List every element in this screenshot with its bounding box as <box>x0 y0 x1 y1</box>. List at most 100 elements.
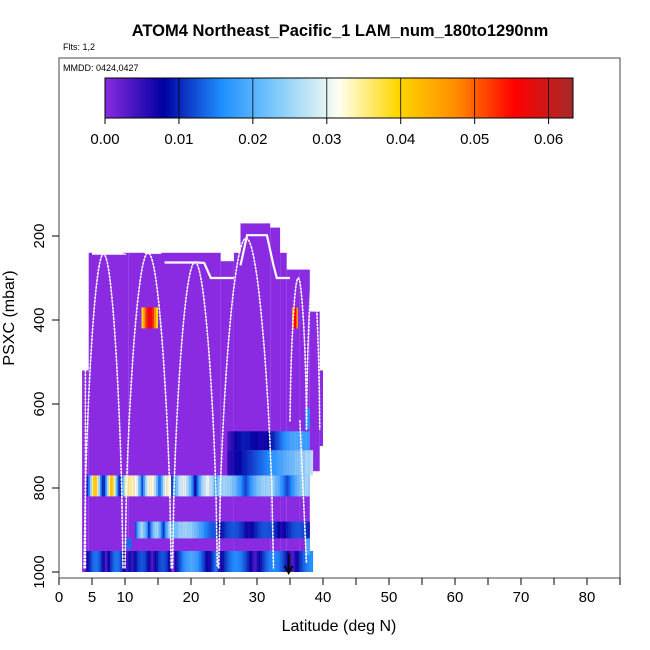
heatmap-band-cell <box>270 431 272 451</box>
x-tick-label: 40 <box>315 589 332 606</box>
heatmap-band-cell <box>293 307 295 329</box>
heatmap-band-cell <box>240 521 243 539</box>
heatmap-band-cell <box>286 551 289 572</box>
heatmap-band-cell <box>158 521 160 539</box>
heatmap-band-cell <box>110 551 112 572</box>
heatmap-band-cell <box>280 551 282 572</box>
heatmap-band-cell <box>134 551 137 572</box>
heatmap-band-cell <box>260 450 262 476</box>
heatmap-band-cell <box>257 475 259 497</box>
heatmap-band-cell <box>276 450 279 476</box>
heatmap-band-cell <box>301 551 304 572</box>
heatmap-band-cell <box>108 475 111 497</box>
heatmap-band-cell <box>189 475 191 497</box>
heatmap-band-cell <box>222 475 224 497</box>
y-tick-label: 200 <box>31 223 48 248</box>
heatmap-band-cell <box>217 521 220 539</box>
heatmap-band-cell <box>288 475 290 497</box>
heatmap-band-cell <box>307 538 310 556</box>
heatmap-band-cell <box>120 551 122 572</box>
heatmap-band-cell <box>273 475 276 497</box>
heatmap-band-cell <box>275 475 277 497</box>
heatmap-band-cell <box>224 475 226 497</box>
heatmap-band-cell <box>228 475 231 497</box>
heatmap-band-cell <box>243 431 246 451</box>
heatmap-band-cell <box>294 475 297 497</box>
heatmap-band-cell <box>288 450 290 476</box>
heatmap-band-cell <box>232 431 234 451</box>
heatmap-band-cell <box>233 551 236 572</box>
heatmap-band-cell <box>197 475 200 497</box>
heatmap-band-cell <box>243 475 246 497</box>
heatmap-band-cell <box>100 551 102 572</box>
heatmap-band-cell <box>275 450 277 476</box>
heatmap-band-cell <box>125 551 127 572</box>
heatmap-band-cell <box>248 551 251 572</box>
heatmap-band-cell <box>108 551 111 572</box>
heatmap-band-cell <box>162 475 165 497</box>
heatmap-band-cell <box>273 450 276 476</box>
heatmap-band-cell <box>306 450 309 476</box>
heatmap-band-cell <box>191 521 193 539</box>
heatmap-band-cell <box>176 551 178 572</box>
heatmap-band-cell <box>270 521 272 539</box>
heatmap-band-cell <box>202 475 205 497</box>
heatmap-band-cell <box>288 431 290 451</box>
heatmap-band-cell <box>121 551 124 572</box>
heatmap-band-cell <box>116 551 119 572</box>
heatmap-band-cell <box>210 475 213 497</box>
heatmap-band-cell <box>233 450 236 476</box>
heatmap-band-cell <box>167 475 170 497</box>
heatmap-band-cell <box>155 307 158 329</box>
heatmap-band-cell <box>266 431 269 451</box>
heatmap-band-cell <box>169 475 172 497</box>
heatmap-band-cell <box>139 521 142 539</box>
heatmap-background-column <box>280 252 287 573</box>
heatmap-band-cell <box>118 475 121 497</box>
heatmap-band-cell <box>225 551 228 572</box>
heatmap-band-cell <box>200 475 203 497</box>
heatmap-band-cell <box>191 475 193 497</box>
heatmap-band-cell <box>293 475 295 497</box>
heatmap-background-column <box>240 223 271 572</box>
heatmap-band-cell <box>116 475 119 497</box>
heatmap-band-cell <box>194 521 196 539</box>
heatmap-band-cell <box>220 551 223 572</box>
heatmap-band-cell <box>298 450 300 476</box>
heatmap-band-cell <box>207 475 210 497</box>
heatmap-band-cell <box>105 551 107 572</box>
heatmap-band-cell <box>154 475 157 497</box>
heatmap-band-cell <box>290 450 292 476</box>
heatmap-band-cell <box>151 551 154 572</box>
heatmap-band-cell <box>126 551 129 572</box>
heatmap-band-cell <box>258 450 261 476</box>
heatmap-band-cell <box>230 475 233 497</box>
heatmap-band-cell <box>275 551 277 572</box>
heatmap-band-cell <box>298 521 300 539</box>
heatmap-band-cell <box>232 450 234 476</box>
heatmap-band-cell <box>85 551 88 572</box>
heatmap-band-cell <box>129 475 132 497</box>
heatmap-band-cell <box>96 475 99 497</box>
heatmap-band-cell <box>285 450 287 476</box>
heatmap-band-cell <box>238 521 241 539</box>
heatmap-band-cell <box>283 450 286 476</box>
heatmap-band-cell <box>146 551 149 572</box>
heatmap-band-cell <box>237 431 239 451</box>
heatmap-band-cell <box>228 551 231 572</box>
heatmap-band-cell <box>286 475 289 497</box>
heatmap-band-cell <box>156 475 158 497</box>
heatmap-band-cell <box>252 475 254 497</box>
heatmap-band-cell <box>290 521 292 539</box>
heatmap-band-cell <box>156 551 158 572</box>
flight-track <box>289 276 308 422</box>
heatmap-band-cell <box>144 521 147 539</box>
heatmap-band-cell <box>209 551 211 572</box>
heatmap-band-cell <box>230 450 233 476</box>
heatmap-band-cell <box>285 521 287 539</box>
flight-track <box>197 261 234 280</box>
heatmap-band-cell <box>205 551 208 572</box>
heatmap-band-cell <box>290 431 292 451</box>
heatmap-band-cell <box>133 551 135 572</box>
heatmap-band-cell <box>153 475 155 497</box>
